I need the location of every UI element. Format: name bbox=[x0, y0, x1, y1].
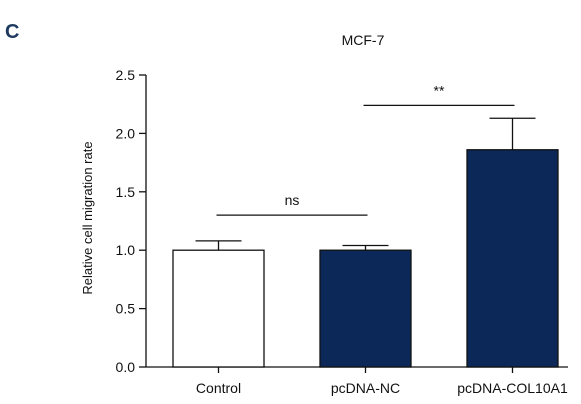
significance-annotations: ns ** bbox=[216, 82, 515, 216]
chart-title: MCF-7 bbox=[342, 32, 385, 48]
bars-group bbox=[172, 149, 559, 368]
y-axis-ticks: 0.0 0.5 1.0 1.5 2.0 2.5 bbox=[116, 67, 146, 375]
error-bars-group bbox=[195, 117, 536, 251]
panel-label: C bbox=[5, 21, 19, 43]
y-tick-label: 0.0 bbox=[116, 359, 136, 375]
y-axis-label: Relative cell migration rate bbox=[80, 141, 95, 294]
x-tick-label: pcDNA-NC bbox=[331, 380, 400, 396]
y-tick-label: 2.0 bbox=[116, 125, 136, 141]
bar bbox=[466, 149, 559, 368]
x-tick-label: Control bbox=[196, 380, 241, 396]
y-tick-label: 1.0 bbox=[116, 242, 136, 258]
y-tick-label: 0.5 bbox=[116, 301, 136, 317]
bar bbox=[172, 249, 265, 368]
y-tick-label: 1.5 bbox=[116, 184, 136, 200]
x-tick-label: pcDNA-COL10A1 bbox=[457, 380, 568, 396]
y-tick-label: 2.5 bbox=[116, 67, 136, 83]
bar bbox=[319, 249, 412, 368]
significance-label: ns bbox=[285, 192, 300, 208]
x-axis-labels: Control pcDNA-NC pcDNA-COL10A1 bbox=[196, 367, 568, 396]
significance-label: ** bbox=[434, 82, 445, 98]
